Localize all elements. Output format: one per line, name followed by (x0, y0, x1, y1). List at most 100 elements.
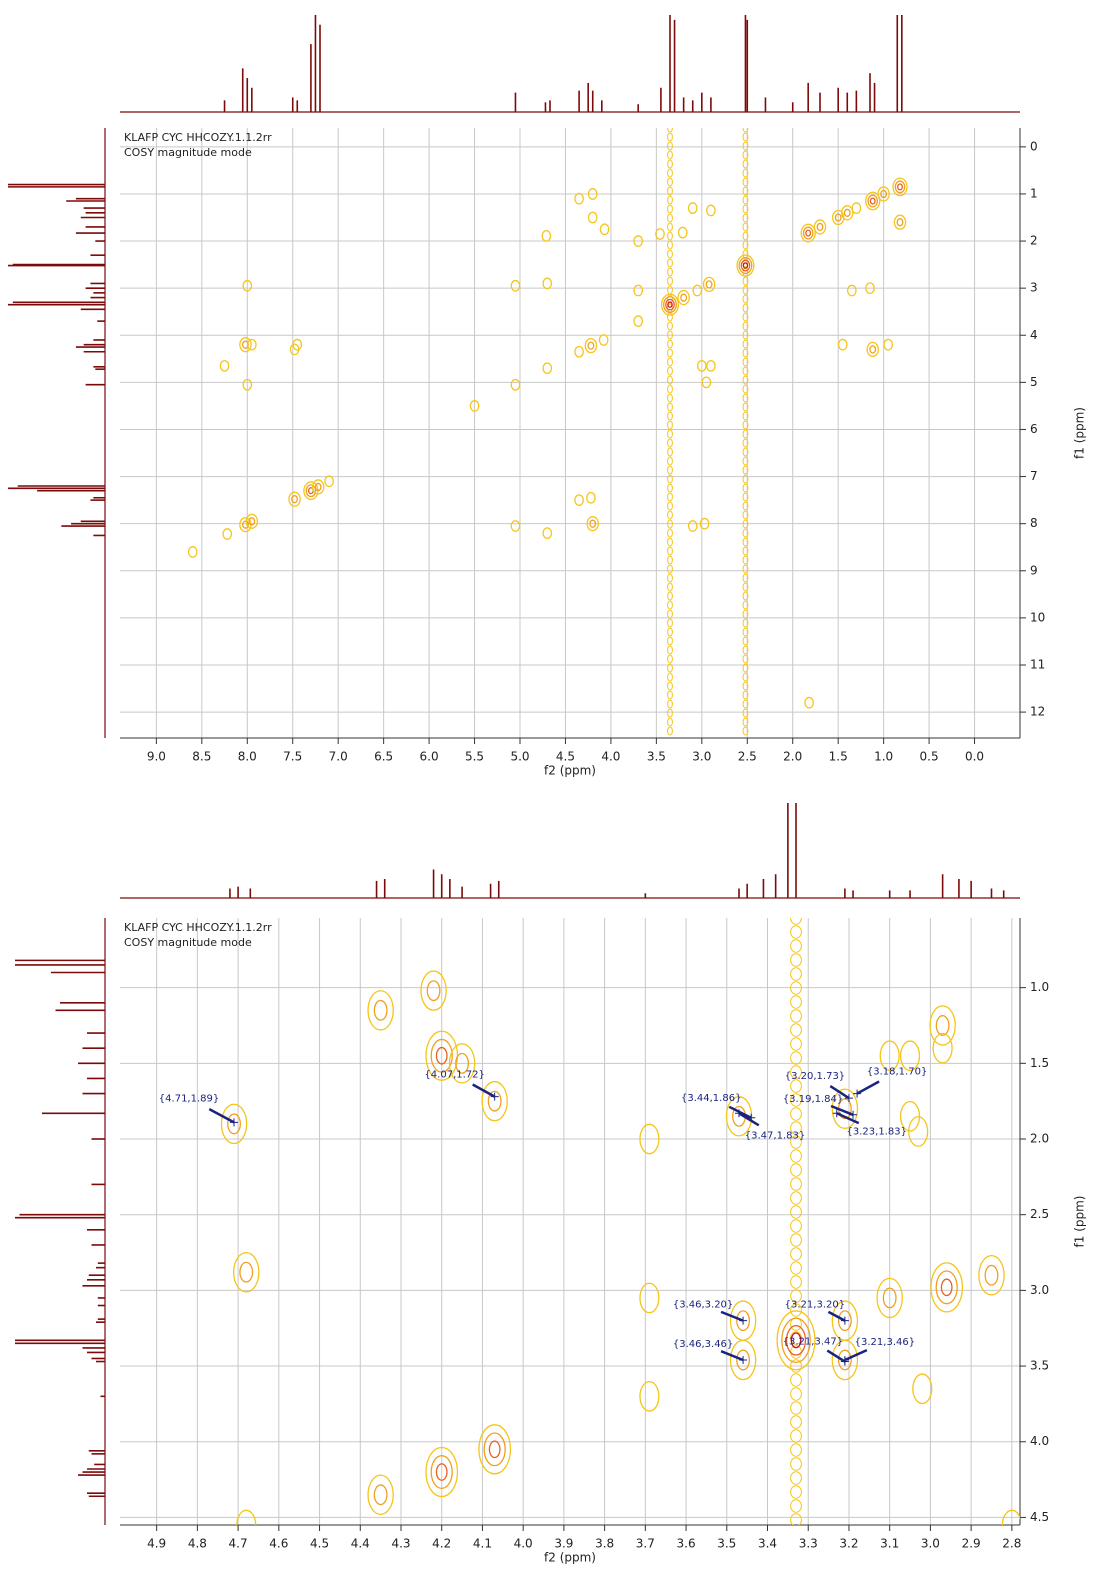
contour (880, 189, 888, 199)
streak-ring (742, 357, 749, 367)
streak-ring (667, 546, 673, 556)
contour (736, 1349, 751, 1371)
cross-peak (574, 494, 584, 507)
chart-subtitle: COSY magnitude mode (124, 936, 252, 949)
x-tick-label: 5.0 (510, 750, 529, 764)
cross-peak (574, 345, 584, 358)
streak-ring (742, 465, 749, 475)
streak-ring (667, 645, 673, 655)
x-axis-label: f2 (ppm) (544, 764, 596, 778)
contour (324, 475, 334, 488)
y-tick-label: 11 (1030, 657, 1045, 671)
x-tick-label: 2.5 (738, 750, 757, 764)
streak-ring (790, 1303, 802, 1317)
contour (574, 494, 584, 507)
cross-peak (510, 378, 521, 391)
y-tick-label: 2 (1030, 234, 1038, 248)
contour (867, 194, 879, 208)
streak-ring (790, 1471, 802, 1485)
annotation-arrow (720, 1350, 744, 1362)
streak-ring (790, 1415, 802, 1429)
contour (236, 1509, 257, 1525)
contour (220, 1103, 248, 1145)
contour (222, 528, 233, 540)
streak-ring (742, 276, 749, 286)
cross-peak (311, 479, 325, 495)
streak-ring (667, 375, 673, 385)
streak-ring (790, 1429, 802, 1443)
contour (435, 1463, 448, 1481)
x-tick-label: 6.0 (420, 750, 439, 764)
contour (373, 1484, 388, 1506)
streak-ring (790, 1219, 802, 1233)
annotation-label: {3.23,1.83} (847, 1126, 907, 1137)
streak-ring (790, 1499, 802, 1513)
contour (896, 218, 904, 227)
contour (816, 222, 824, 232)
streak-ring (742, 128, 749, 133)
cross-peak (236, 1509, 257, 1525)
streak-ring (742, 375, 749, 385)
y-tick-label: 1.0 (1030, 980, 1049, 994)
contour (448, 1043, 476, 1084)
streak-ring (742, 699, 749, 709)
streak-ring (790, 1331, 802, 1345)
cross-peak (587, 211, 598, 224)
cross-peak (541, 229, 552, 242)
streak-ring (742, 321, 749, 331)
streak-ring (742, 195, 749, 205)
streak-ring (667, 249, 673, 259)
annotation-label: {3.46,3.20} (673, 1300, 733, 1311)
cross-peak (367, 1474, 394, 1515)
streak-ring (667, 582, 673, 592)
streak-ring (790, 1401, 802, 1415)
cross-peak (846, 284, 857, 297)
cross-peak (584, 337, 598, 354)
streak-ring (790, 1121, 802, 1135)
y-tick-label: 7 (1030, 469, 1038, 483)
streak-ring (742, 186, 749, 196)
cross-peak (736, 254, 755, 277)
x-tick-label: 3.8 (595, 1537, 614, 1551)
cross-peak (587, 188, 598, 200)
x-tick-label: 4.8 (188, 1537, 207, 1551)
contour (805, 229, 812, 237)
contour (598, 334, 609, 346)
contour (587, 188, 598, 200)
x-tick-label: 3.3 (799, 1537, 818, 1551)
streak-ring (667, 627, 673, 637)
cross-peak (1001, 1509, 1020, 1525)
contour (882, 1287, 897, 1309)
cross-peak (800, 223, 816, 243)
streak-ring (742, 528, 749, 538)
x-tick-label: 4.5 (310, 1537, 329, 1551)
x-tick-label: 3.2 (839, 1537, 858, 1551)
cross-peak (706, 204, 716, 217)
streak-ring (667, 276, 673, 286)
streak-ring (790, 1135, 802, 1149)
annotation-arrow (720, 1310, 744, 1322)
streak-ring (667, 708, 673, 718)
streak-ring (790, 967, 802, 981)
y-axis-label: f1 (ppm) (1073, 1196, 1087, 1248)
cross-peak (899, 1100, 921, 1132)
x-tick-label: 4.4 (351, 1537, 370, 1551)
y-tick-label: 4 (1030, 328, 1038, 342)
contour (736, 254, 755, 277)
contour (677, 226, 688, 239)
x-tick-label: 3.1 (880, 1537, 899, 1551)
streak-ring (667, 168, 673, 178)
streak-ring (667, 312, 673, 322)
cross-peak (469, 400, 480, 412)
contour (420, 970, 447, 1011)
streak-ring (667, 330, 673, 340)
streak-ring (667, 474, 673, 484)
streak-ring (790, 1177, 802, 1191)
cross-peak (232, 1251, 260, 1293)
contour (879, 1040, 900, 1072)
contour (639, 1282, 660, 1314)
plot-area (220, 918, 1020, 1525)
streak-ring (790, 1009, 802, 1023)
streak-ring (667, 663, 673, 673)
contour (599, 223, 610, 236)
